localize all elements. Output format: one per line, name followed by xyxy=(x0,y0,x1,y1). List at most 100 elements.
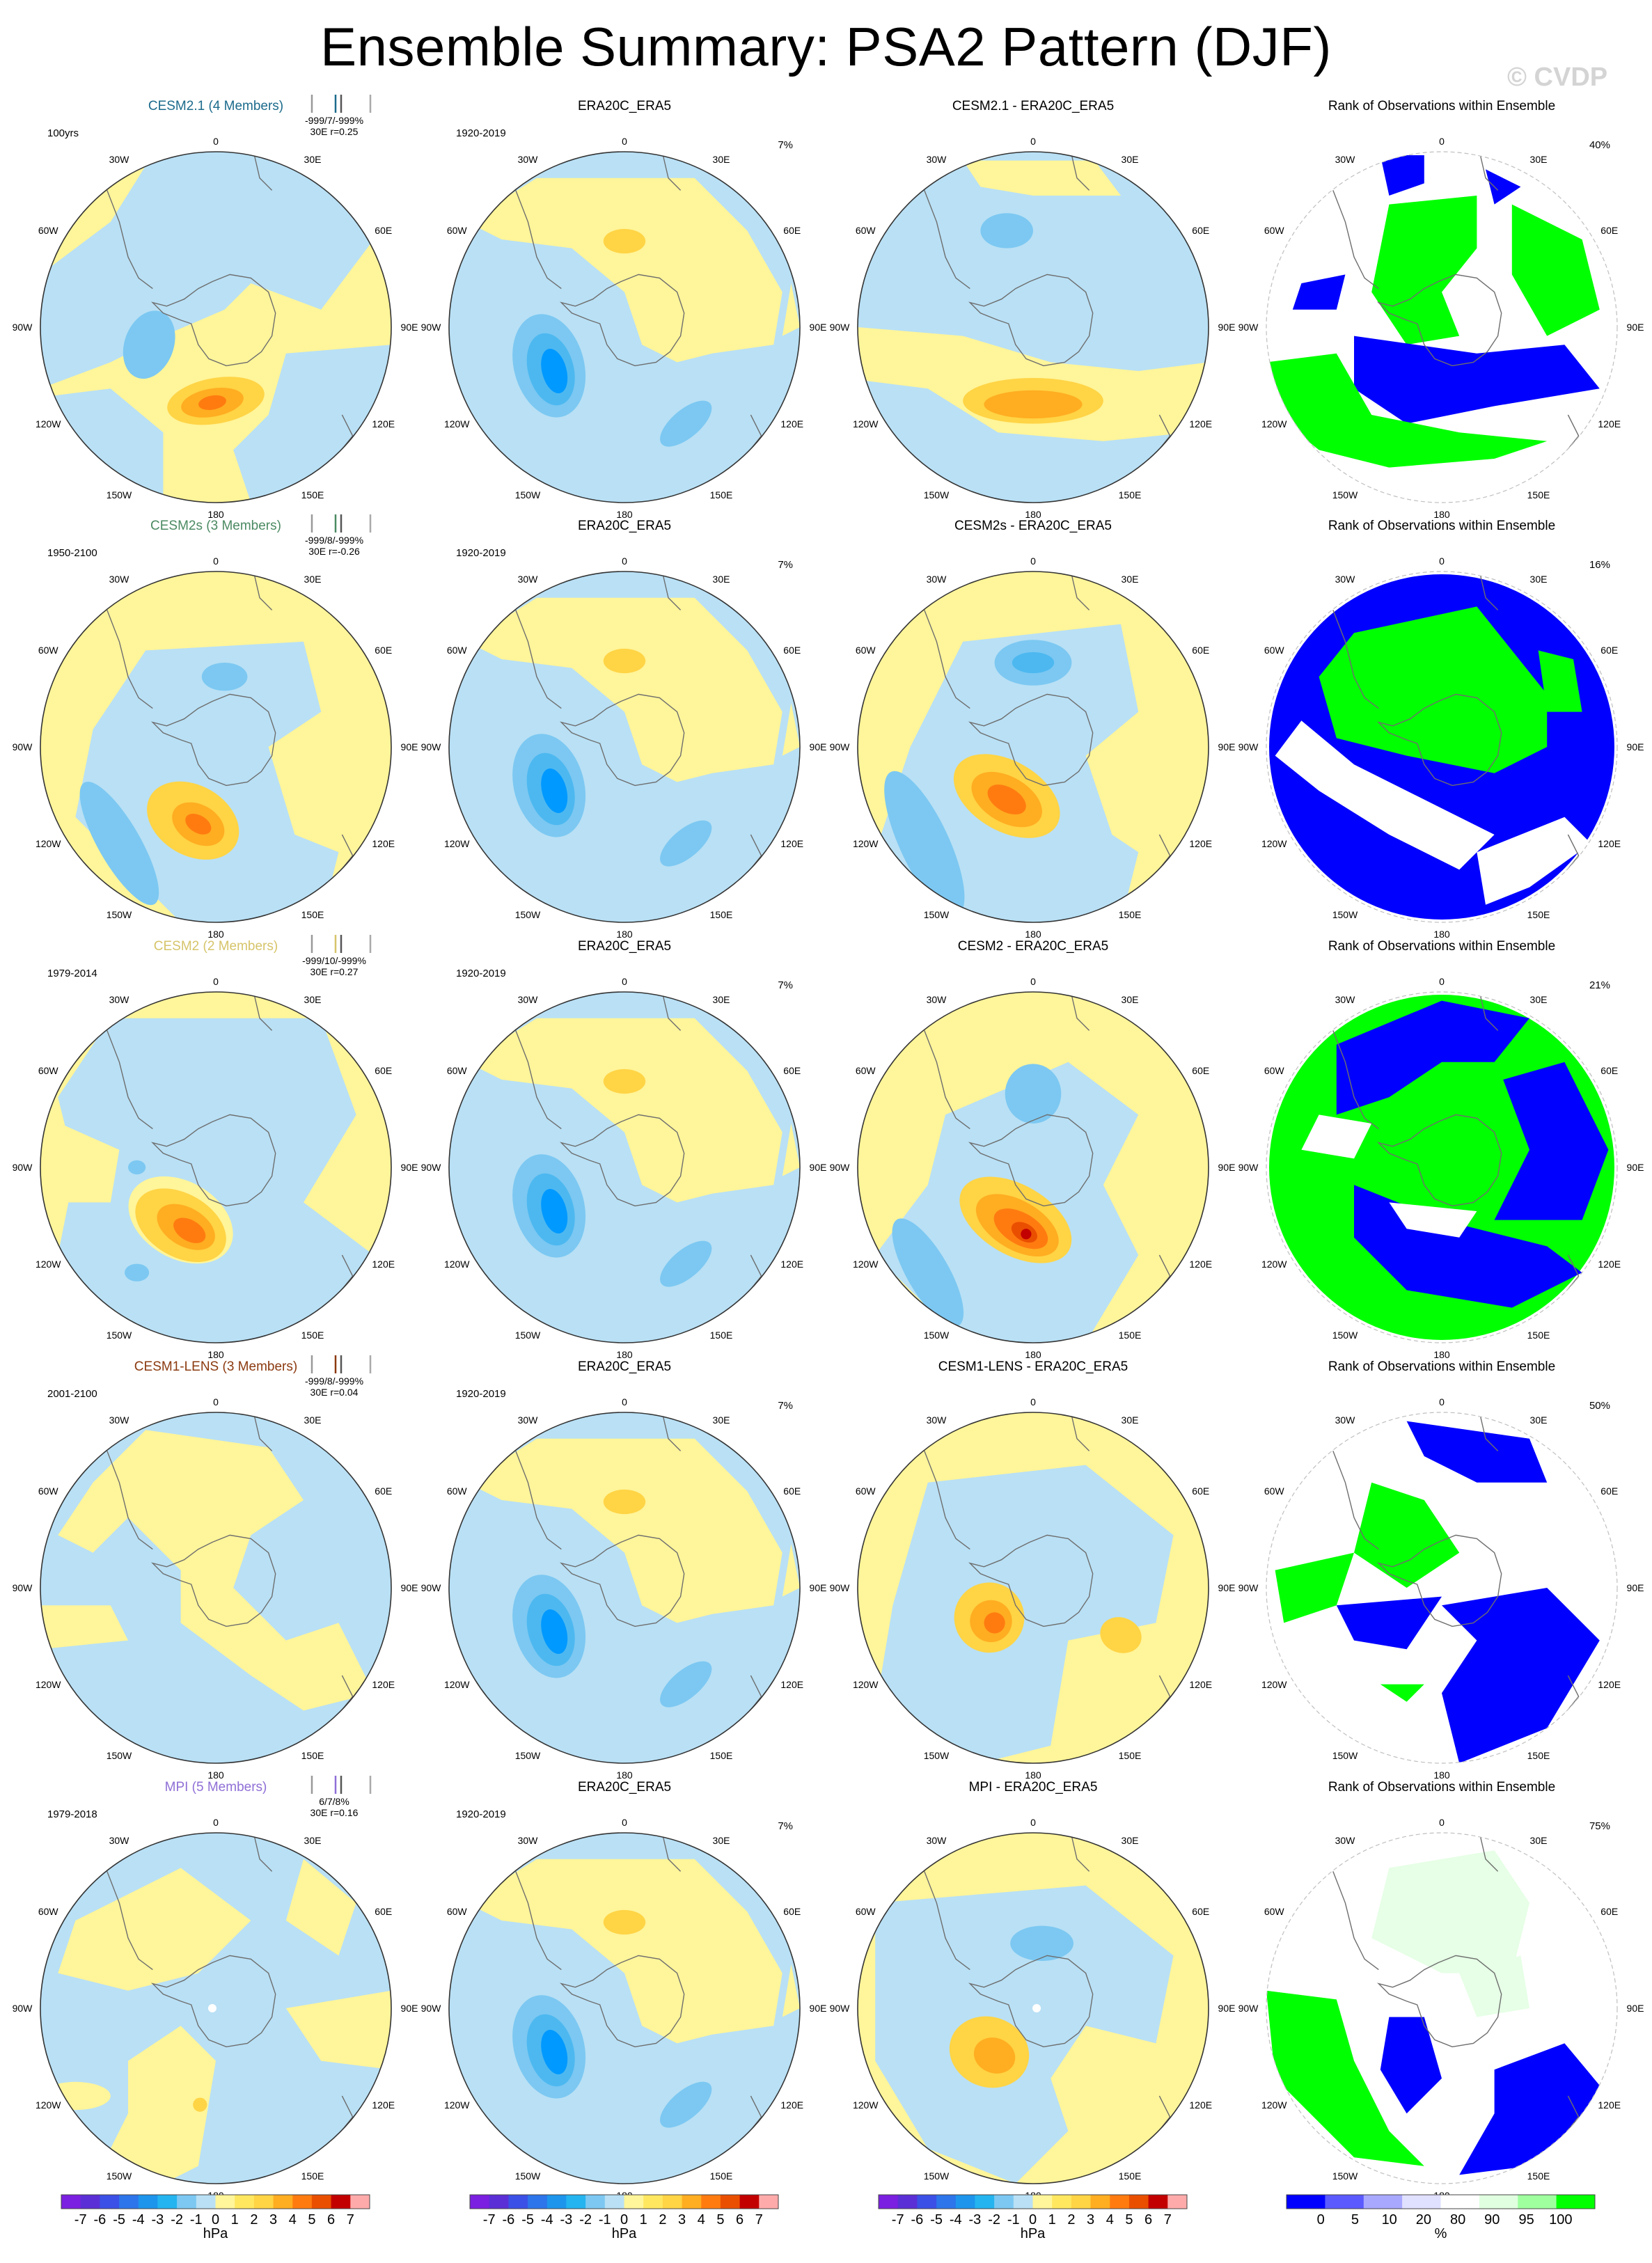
map-field xyxy=(40,152,391,503)
lon-label: 30E xyxy=(1530,1414,1548,1426)
colorbar-swatch xyxy=(1032,2195,1053,2209)
figure-title: Ensemble Summary: PSA2 Pattern (DJF) xyxy=(320,16,1332,77)
colorbar-tick-label: -7 xyxy=(74,2212,87,2227)
map-boundary xyxy=(857,571,1209,923)
lon-label: 90W xyxy=(421,741,442,752)
colorbar-swatch xyxy=(936,2195,957,2209)
lon-label: 60E xyxy=(1192,1906,1209,1917)
lon-label: 120E xyxy=(1189,838,1212,849)
lon-label: 30W xyxy=(109,1414,130,1426)
stats-label: 30E r=0.04 xyxy=(310,1387,359,1398)
colorbar-swatch xyxy=(682,2195,702,2209)
lon-label: 30W xyxy=(518,994,539,1005)
lon-label: 90W xyxy=(421,1162,442,1173)
lon-label: 30W xyxy=(927,154,947,165)
map-panel-obs-row4: 018030E30W60E60W90E90W120E120W150E150WER… xyxy=(421,1780,827,2201)
lon-label: 90E xyxy=(401,1582,418,1593)
lon-label: 30W xyxy=(518,1835,539,1846)
lon-label: 60E xyxy=(375,1485,392,1497)
lon-label: 30E xyxy=(1122,574,1139,585)
colorbar-model: -7 -6 -5 -4 -3 -2 -1 0 1 2 3 4 5 6 7 hPa xyxy=(61,2194,370,2241)
colorbar-tick-label: -5 xyxy=(930,2212,943,2227)
lon-label: 120W xyxy=(36,1259,61,1270)
lon-label: 90E xyxy=(1218,741,1236,752)
panel-title: Rank of Observations within Ensemble xyxy=(1328,519,1555,533)
lon-label: 0 xyxy=(1030,1396,1036,1408)
colorbar-swatch xyxy=(1325,2195,1364,2209)
percent-label: 21% xyxy=(1589,979,1610,991)
lon-label: 0 xyxy=(1439,136,1445,147)
panel-title: Rank of Observations within Ensemble xyxy=(1328,939,1555,954)
lon-label: 30W xyxy=(1335,1414,1356,1426)
colorbar-swatch xyxy=(897,2195,918,2209)
lon-label: 60E xyxy=(1192,1485,1209,1497)
map-boundary xyxy=(40,991,392,1343)
map-panel-obs-row1: 0 180 30E 30W 60E 60W 90E 90W 120E 120W 150E 150W ER… xyxy=(421,519,827,940)
colorbar-tick-label: 1 xyxy=(231,2212,239,2227)
lon-label: 150E xyxy=(1527,909,1550,920)
lon-label: 150W xyxy=(1332,489,1358,500)
lon-label: 30E xyxy=(1530,154,1548,165)
lon-label: 60W xyxy=(38,1906,59,1917)
lon-label: 150E xyxy=(710,909,733,920)
lon-label: 120E xyxy=(1189,2099,1212,2111)
lon-label: 60W xyxy=(856,645,876,656)
colorbar-swatch xyxy=(1363,2195,1403,2209)
colorbar-swatch xyxy=(604,2195,624,2209)
colorbar-swatch xyxy=(100,2195,120,2209)
colorbar-swatch xyxy=(196,2195,216,2209)
lon-label: 30E xyxy=(713,154,730,165)
colorbar-swatch xyxy=(994,2195,1014,2209)
map-boundary xyxy=(40,1832,392,2184)
lon-label: 150E xyxy=(1527,1750,1550,1761)
colorbar-tick-label: -6 xyxy=(94,2212,107,2227)
lon-label: 150E xyxy=(301,1750,324,1761)
map-field xyxy=(858,1833,1209,2184)
map-field xyxy=(449,1412,800,1763)
lon-label: 120W xyxy=(1261,1259,1287,1270)
colorbar-swatch xyxy=(759,2195,779,2209)
colorbar-tick-label: 80 xyxy=(1450,2212,1465,2227)
colorbar-tick-label: -4 xyxy=(950,2212,962,2227)
lon-label: 60E xyxy=(1192,225,1209,236)
colorbar-swatch xyxy=(528,2195,548,2209)
colorbar-tick-label: -6 xyxy=(503,2212,515,2227)
lon-label: 60W xyxy=(856,1485,876,1497)
lon-label: 180 xyxy=(1433,1769,1450,1781)
lon-label: 90W xyxy=(1238,1582,1259,1593)
period-label: 1920-2019 xyxy=(456,127,506,139)
lon-label: 90E xyxy=(1627,322,1644,333)
lon-label: 30E xyxy=(1122,1835,1139,1846)
colorbar-tick-label: 5 xyxy=(308,2212,315,2227)
lon-label: 0 xyxy=(213,136,219,147)
colorbar-swatch xyxy=(566,2195,586,2209)
lon-label: 30W xyxy=(109,994,130,1005)
colorbar-swatch xyxy=(1128,2195,1149,2209)
map-boundary xyxy=(857,1412,1209,1764)
lon-label: 60E xyxy=(783,645,801,656)
colorbar-tick-label: 3 xyxy=(269,2212,277,2227)
lon-label: 90E xyxy=(401,322,418,333)
colorbar-swatch xyxy=(311,2195,332,2209)
lon-label: 90E xyxy=(1627,1162,1644,1173)
colorbar-swatch xyxy=(177,2195,197,2209)
lon-label: 60W xyxy=(1264,1065,1285,1076)
lon-label: 150W xyxy=(107,909,132,920)
lon-label: 90W xyxy=(1238,2003,1259,2014)
lon-label: 150W xyxy=(515,1750,541,1761)
colorbar-tick-label: -1 xyxy=(190,2212,203,2227)
lon-label: 120E xyxy=(372,2099,395,2111)
colorbar-tick-label: 5 xyxy=(1125,2212,1133,2227)
lon-label: 30E xyxy=(304,994,322,1005)
lon-label: 120W xyxy=(444,2099,470,2111)
lon-label: 120W xyxy=(1261,1679,1287,1690)
lon-label: 120W xyxy=(444,418,470,429)
lon-label: 120E xyxy=(1189,1259,1212,1270)
lon-label: 30W xyxy=(518,574,539,585)
map-boundary xyxy=(40,1412,392,1764)
lon-label: 90W xyxy=(1238,322,1259,333)
map-field xyxy=(858,1412,1209,1763)
map-panel-diff-row2: 0 180 30E 30W 60E 60W 90E 90W 120E 120W 150E 150W CE… xyxy=(830,939,1236,1360)
lon-label: 60W xyxy=(1264,645,1285,656)
lon-label: 0 xyxy=(1439,1817,1445,1828)
